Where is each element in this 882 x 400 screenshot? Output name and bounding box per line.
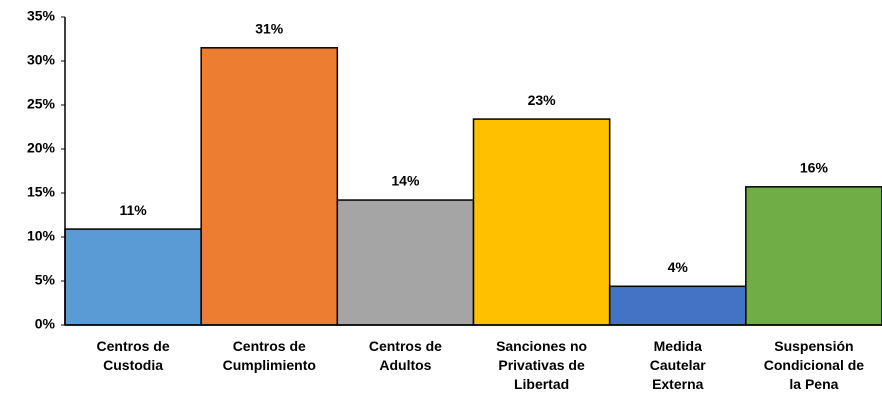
value-label: 14% <box>391 173 420 189</box>
x-tick-label: Suspensión Condicional de la Pena <box>764 338 865 392</box>
y-tick-label: 35% <box>27 8 56 24</box>
bar <box>608 285 747 326</box>
x-tick-label: Medida Cautelar Externa <box>650 338 707 392</box>
x-tick-label-line: Condicional de <box>764 357 865 373</box>
x-tick-label-line: Medida <box>654 338 702 354</box>
bar <box>745 186 882 326</box>
x-tick-label-line: Custodia <box>103 357 163 373</box>
x-tick-label: Sanciones no Privativas de Libertad <box>496 338 587 392</box>
x-tick-label-line: Centros de <box>233 338 306 354</box>
y-tick-label: 15% <box>27 184 56 200</box>
bar <box>472 118 611 326</box>
y-tick-label: 10% <box>27 228 56 244</box>
x-tick-label-line: Externa <box>652 376 704 392</box>
x-tick-label-line: Cautelar <box>650 357 707 373</box>
x-tick-label-line: Centros de <box>97 338 170 354</box>
bar <box>336 199 475 326</box>
x-tick-label: Centros de Adultos <box>369 338 442 373</box>
y-tick-label: 25% <box>27 96 56 112</box>
y-tick-label: 0% <box>35 316 56 332</box>
value-label: 11% <box>119 202 147 218</box>
x-tick-label-line: Privativas de <box>498 357 585 373</box>
x-tick-label-line: Suspensión <box>774 338 853 354</box>
x-tick-label-line: Sanciones no <box>496 338 587 354</box>
value-label: 4% <box>668 259 689 275</box>
x-tick-label-line: Cumplimiento <box>223 357 316 373</box>
y-tick-label: 30% <box>27 52 56 68</box>
value-label: 16% <box>800 160 829 176</box>
x-tick-label-line: Centros de <box>369 338 442 354</box>
bar <box>64 228 202 326</box>
value-label: 31% <box>255 21 284 37</box>
bar <box>200 47 339 326</box>
x-tick-label: Centros de Custodia <box>97 338 170 373</box>
x-tick-label-line: la Pena <box>789 376 838 392</box>
x-tick-label-line: Libertad <box>514 376 569 392</box>
y-tick-label: 20% <box>27 140 56 156</box>
y-tick-label: 5% <box>35 272 56 288</box>
x-tick-label-line: Adultos <box>379 357 431 373</box>
x-tick-label: Centros de Cumplimiento <box>223 338 316 373</box>
value-label: 23% <box>528 92 557 108</box>
